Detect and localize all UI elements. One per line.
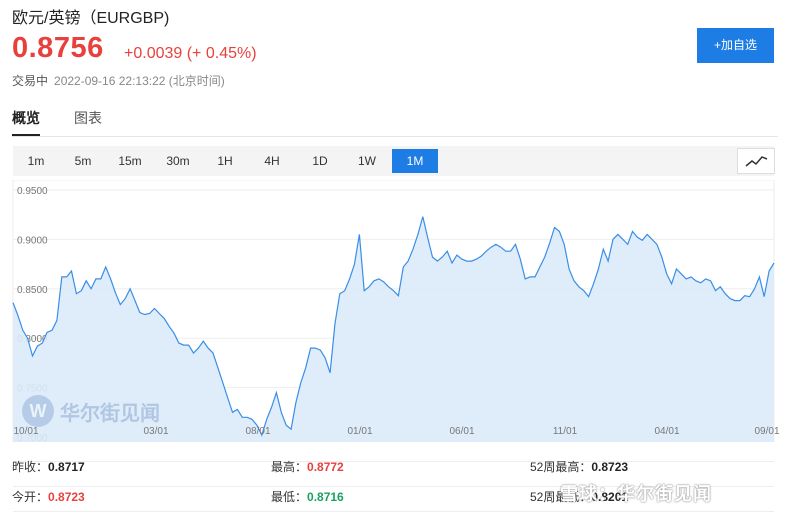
- stat-label: 昨收：: [12, 460, 49, 474]
- stat-label: 52周最低：: [530, 490, 592, 504]
- timestamp: 2022-09-16 22:13:22 (北京时间): [54, 74, 225, 88]
- stat-52w-high: 52周最高：0.8723: [530, 458, 628, 475]
- tab-overview[interactable]: 概览: [12, 108, 40, 136]
- period-selector: 1m 5m 15m 30m 1H 4H 1D 1W 1M: [13, 146, 774, 176]
- y-tick-label: 0.8000: [17, 334, 48, 345]
- period-1mo[interactable]: 1M: [392, 149, 438, 173]
- stat-open: 今开：0.8723: [12, 488, 85, 505]
- trading-status: 交易中 2022-09-16 22:13:22 (北京时间): [12, 72, 225, 89]
- line-chart-icon: [745, 156, 768, 167]
- price-line: [12, 216, 775, 437]
- add-watchlist-button[interactable]: +加自选: [697, 28, 774, 63]
- current-price: 0.8756: [12, 32, 104, 64]
- period-1w[interactable]: 1W: [358, 154, 376, 168]
- divider: [13, 461, 774, 462]
- stat-label: 52周最高：: [530, 460, 592, 474]
- watermark-logo: W 华尔街见闻: [22, 395, 160, 427]
- x-tick-label: 08/01: [245, 426, 270, 437]
- y-tick-label: 0.9500: [17, 186, 48, 197]
- price-chart-svg: 0.95000.90000.85000.80000.75000.700010/0…: [12, 180, 780, 442]
- stat-low: 最低：0.8716: [271, 488, 344, 505]
- period-30m[interactable]: 30m: [166, 154, 190, 168]
- tab-chart[interactable]: 图表: [74, 110, 102, 126]
- stat-prev-close: 昨收：0.8717: [12, 458, 85, 475]
- stat-value: 0.8723: [48, 490, 85, 504]
- x-tick-label: 04/01: [654, 426, 679, 437]
- stat-high: 最高：0.8772: [271, 458, 344, 475]
- price-area: [13, 216, 774, 442]
- stat-52w-low: 52周最低：0.8201: [530, 488, 628, 505]
- period-15m[interactable]: 15m: [118, 154, 142, 168]
- stat-value: 0.8772: [307, 460, 344, 474]
- wallstreetcn-logo-icon: W: [22, 395, 54, 427]
- stat-value: 0.8723: [591, 460, 629, 474]
- divider: [13, 511, 774, 512]
- price-chart: 0.95000.90000.85000.80000.75000.700010/0…: [0, 180, 800, 442]
- period-5m[interactable]: 5m: [74, 154, 92, 168]
- stat-label: 今开：: [12, 490, 49, 504]
- x-tick-label: 11/01: [553, 426, 578, 437]
- period-1d[interactable]: 1D: [312, 154, 328, 168]
- x-tick-label: 10/01: [13, 426, 38, 437]
- price-change: +0.0039 (+ 0.45%): [124, 45, 257, 62]
- y-tick-label: 0.8500: [17, 285, 48, 296]
- chart-type-toggle[interactable]: [737, 148, 775, 174]
- x-tick-label: 01/01: [347, 426, 372, 437]
- period-1h[interactable]: 1H: [217, 154, 233, 168]
- period-4h[interactable]: 4H: [264, 154, 280, 168]
- stats-panel: 昨收：0.8717 今开：0.8723 最高：0.8772 最低：0.8716 …: [0, 448, 800, 516]
- xueqiu-watermark: 雪球：华尔街见闻: [560, 484, 712, 504]
- stat-value: 0.8201: [591, 490, 629, 504]
- view-tabs: 概览 图表: [12, 108, 778, 137]
- x-tick-label: 03/01: [143, 426, 168, 437]
- x-tick-label: 06/01: [449, 426, 474, 437]
- watermark-text: 华尔街见闻: [60, 400, 160, 425]
- x-tick-label: 09/01: [754, 426, 779, 437]
- stat-label: 最高：: [271, 460, 308, 474]
- status-text: 交易中: [12, 74, 49, 88]
- stat-label: 最低：: [271, 490, 308, 504]
- period-1m[interactable]: 1m: [27, 154, 45, 168]
- stat-value: 0.8716: [307, 490, 344, 504]
- divider: [13, 486, 774, 487]
- instrument-title: 欧元/英镑（EURGBP): [12, 10, 170, 27]
- stat-value: 0.8717: [48, 460, 85, 474]
- y-tick-label: 0.9000: [17, 235, 48, 246]
